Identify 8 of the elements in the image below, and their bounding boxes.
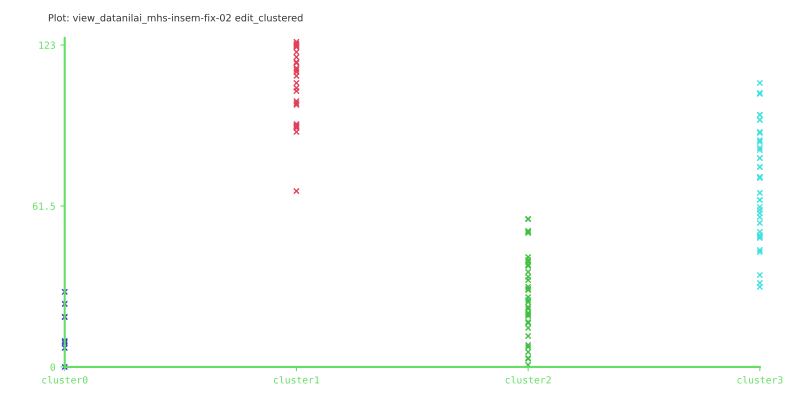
x-tick-label: cluster2 — [506, 376, 551, 384]
y-tick-label: 0 — [50, 363, 56, 371]
x-tick-label: cluster3 — [737, 376, 783, 384]
chart-title: Plot: view_datanilai_mhs-insem-fix-02 edit_clustered — [48, 14, 302, 24]
y-tick-label: 61.5 — [32, 202, 55, 210]
x-tick-label: cluster1 — [274, 376, 320, 384]
y-tick-label: 123 — [39, 42, 55, 49]
x-tick-label: cluster0 — [42, 376, 88, 384]
